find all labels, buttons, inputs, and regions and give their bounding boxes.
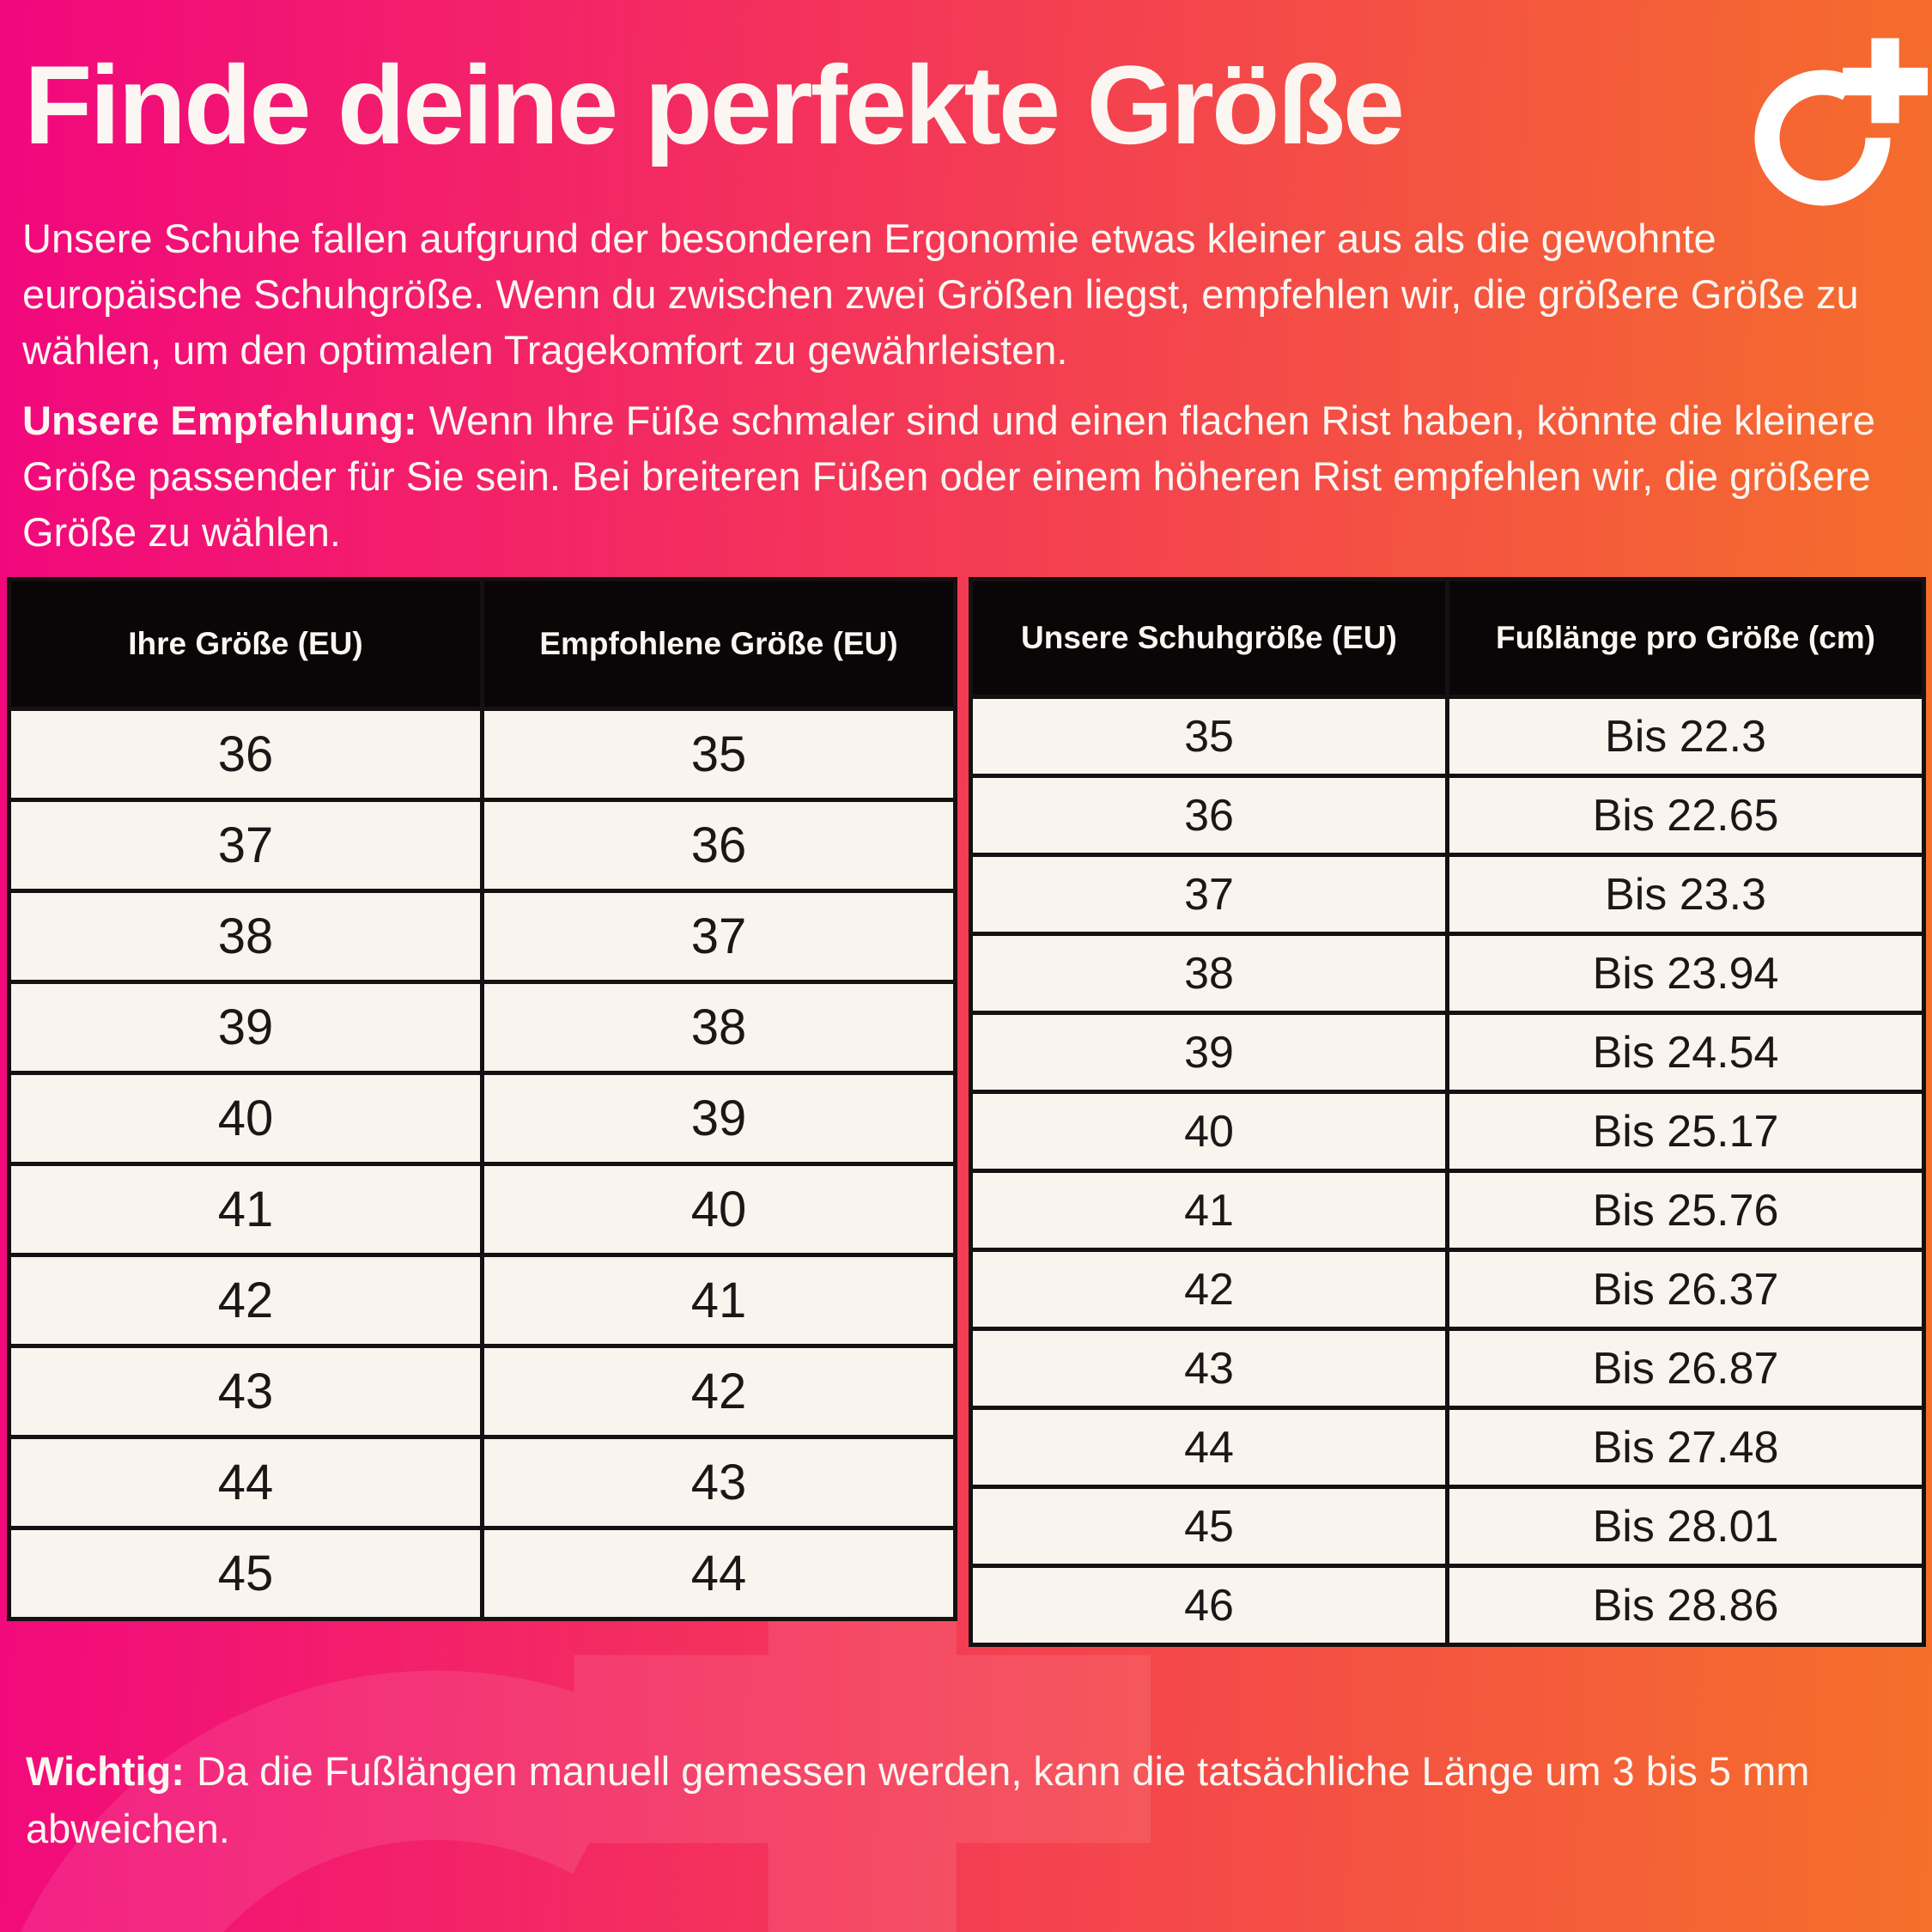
brand-logo-icon <box>1754 38 1928 206</box>
table-cell: 44 <box>480 1526 957 1621</box>
table-cell: 39 <box>7 980 484 1075</box>
recommendation-body: Wenn Ihre Füße schmaler sind und einen f… <box>22 398 1875 555</box>
table-row: 45 Bis 28.01 <box>969 1485 1926 1568</box>
table-row: 46 Bis 28.86 <box>969 1564 1926 1647</box>
important-note-label: Wichtig: <box>26 1748 185 1794</box>
page-title: Finde deine perfekte Größe <box>24 42 1405 167</box>
table-row: 44 Bis 27.48 <box>969 1406 1926 1489</box>
table-cell: 38 <box>7 889 484 984</box>
important-note-body: Da die Fußlängen manuell gemessen werden… <box>26 1748 1810 1851</box>
table-cell: Bis 23.3 <box>1445 853 1926 936</box>
table-cell: 40 <box>7 1071 484 1166</box>
table-cell: 40 <box>969 1090 1449 1173</box>
column-header-foot-length: Fußlänge pro Größe (cm) <box>1445 577 1926 699</box>
table-row: 37 36 <box>7 798 957 893</box>
table-cell: 41 <box>7 1162 484 1257</box>
table-row: 41 Bis 25.76 <box>969 1169 1926 1252</box>
table-cell: 40 <box>480 1162 957 1257</box>
table-row: 39 Bis 24.54 <box>969 1011 1926 1094</box>
recommendation-text: Unsere Empfehlung: Wenn Ihre Füße schmale… <box>22 393 1911 561</box>
table-cell: 42 <box>7 1253 484 1348</box>
table-cell: 42 <box>480 1344 957 1439</box>
table-row: 38 Bis 23.94 <box>969 932 1926 1015</box>
table-row: 36 35 <box>7 707 957 802</box>
table-cell: 44 <box>7 1435 484 1530</box>
table-cell: 42 <box>969 1248 1449 1331</box>
table-cell: 39 <box>480 1071 957 1166</box>
table-cell: Bis 25.76 <box>1445 1169 1926 1252</box>
table-cell: 35 <box>969 695 1449 778</box>
table-row: 44 43 <box>7 1435 957 1530</box>
table-cell: 38 <box>480 980 957 1075</box>
table-cell: 45 <box>969 1485 1449 1568</box>
table-cell: 41 <box>969 1169 1449 1252</box>
table-cell: 43 <box>7 1344 484 1439</box>
table-cell: 37 <box>480 889 957 984</box>
intro-text: Unsere Schuhe fallen aufgrund der besond… <box>22 216 1859 373</box>
table-cell: Bis 24.54 <box>1445 1011 1926 1094</box>
table-cell: Bis 26.37 <box>1445 1248 1926 1331</box>
table-cell: Bis 23.94 <box>1445 932 1926 1015</box>
table-row: 43 Bis 26.87 <box>969 1327 1926 1410</box>
table-cell: Bis 22.65 <box>1445 774 1926 857</box>
table-cell: 43 <box>480 1435 957 1530</box>
table-row: 42 Bis 26.37 <box>969 1248 1926 1331</box>
table-cell: 45 <box>7 1526 484 1621</box>
table-cell: Bis 22.3 <box>1445 695 1926 778</box>
important-note: Wichtig: Da die Fußlängen manuell gemesse… <box>26 1743 1915 1857</box>
table-row: 40 39 <box>7 1071 957 1166</box>
table-cell: 41 <box>480 1253 957 1348</box>
table-cell: 39 <box>969 1011 1449 1094</box>
column-header-your-size: Ihre Größe (EU) <box>7 577 484 711</box>
table-cell: 44 <box>969 1406 1449 1489</box>
table-row: 39 38 <box>7 980 957 1075</box>
table-cell: 36 <box>480 798 957 893</box>
recommendation-label: Unsere Empfehlung: <box>22 398 417 443</box>
table-cell: 37 <box>969 853 1449 936</box>
table-cell: 38 <box>969 932 1449 1015</box>
table-row: 40 Bis 25.17 <box>969 1090 1926 1173</box>
table-row: 41 40 <box>7 1162 957 1257</box>
table-row: 35 Bis 22.3 <box>969 695 1926 778</box>
column-header-recommended-size: Empfohlene Größe (EU) <box>480 577 957 711</box>
table-cell: Bis 26.87 <box>1445 1327 1926 1410</box>
table-cell: 37 <box>7 798 484 893</box>
brand-logo-watermark-icon <box>21 1454 1151 1932</box>
table-row: 36 Bis 22.65 <box>969 774 1926 857</box>
table-cell: 46 <box>969 1564 1449 1647</box>
table-cell: Bis 27.48 <box>1445 1406 1926 1489</box>
column-header-our-shoe-size: Unsere Schuhgröße (EU) <box>969 577 1449 699</box>
table-cell: Bis 28.01 <box>1445 1485 1926 1568</box>
table-cell: 36 <box>7 707 484 802</box>
table-cell: Bis 25.17 <box>1445 1090 1926 1173</box>
table-cell: 36 <box>969 774 1449 857</box>
table-row: 43 42 <box>7 1344 957 1439</box>
table-row: 42 41 <box>7 1253 957 1348</box>
table-row: 37 Bis 23.3 <box>969 853 1926 936</box>
table-cell: 43 <box>969 1327 1449 1410</box>
table-header-row: Ihre Größe (EU) Empfohlene Größe (EU) <box>7 577 957 711</box>
table-row: 38 37 <box>7 889 957 984</box>
foot-length-table: Unsere Schuhgröße (EU) Fußlänge pro Größ… <box>969 577 1926 1647</box>
table-cell: Bis 28.86 <box>1445 1564 1926 1647</box>
size-conversion-table: Ihre Größe (EU) Empfohlene Größe (EU) 36… <box>7 577 957 1621</box>
table-cell: 35 <box>480 707 957 802</box>
table-row: 45 44 <box>7 1526 957 1621</box>
table-header-row: Unsere Schuhgröße (EU) Fußlänge pro Größ… <box>969 577 1926 699</box>
